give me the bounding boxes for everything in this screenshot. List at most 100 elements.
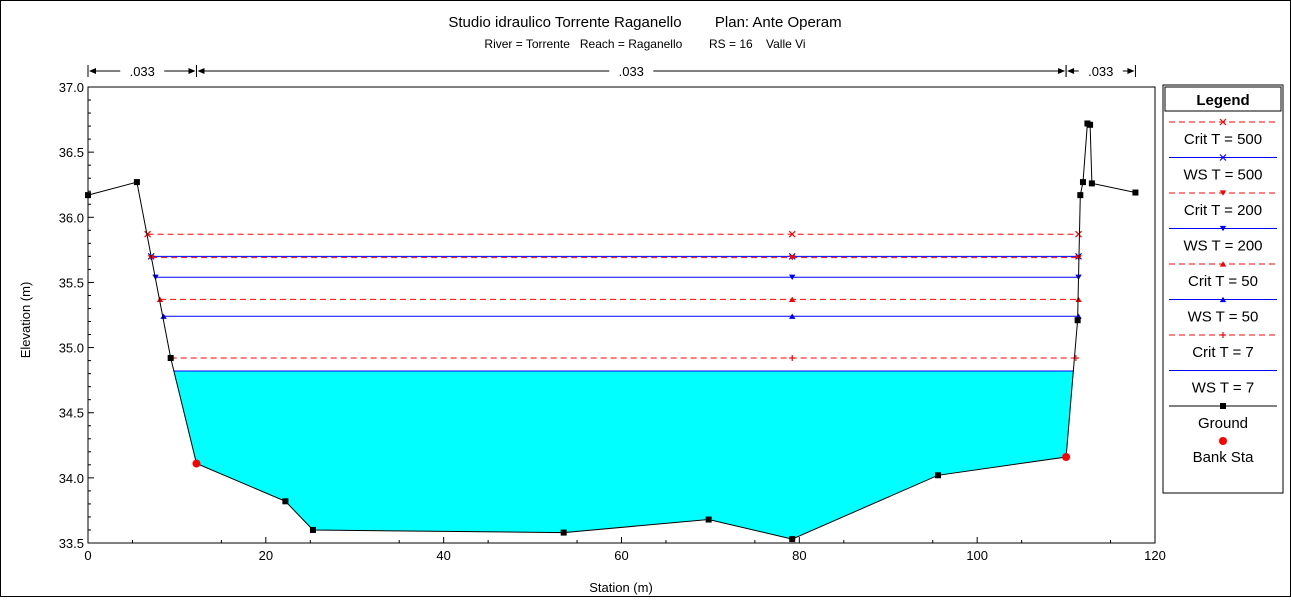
- legend-marker-5: [1219, 296, 1227, 303]
- legend-marker-1-shape: [1219, 154, 1227, 161]
- ground-point-7: [705, 516, 712, 523]
- series-5-marker-1-shape: [789, 313, 796, 319]
- x-tick-label-0: 0: [84, 548, 91, 563]
- series-0-marker-0-shape: [144, 230, 151, 238]
- x-tick-label-4: 80: [792, 548, 806, 563]
- manning-label-1: .033: [619, 64, 644, 79]
- manning-arrow-left-1: [197, 68, 205, 74]
- series-6-marker-2: [1072, 354, 1079, 361]
- series-0-marker-2-shape: [1075, 230, 1082, 238]
- series-6-marker-1: [789, 354, 796, 361]
- series-4-marker-0: [156, 296, 164, 302]
- legend-marker-2-shape: [1219, 190, 1227, 196]
- manning-arrow-right-2: [1127, 68, 1135, 74]
- legend-item-1: WS T = 500: [1169, 154, 1277, 184]
- y-tick-label-4: 35.5: [59, 275, 84, 290]
- manning-arrow-right-0: [188, 68, 196, 74]
- legend-item-6: Crit T = 7: [1169, 332, 1277, 361]
- legend-marker-6: [1220, 332, 1226, 338]
- manning-region-0: .033: [87, 64, 197, 79]
- y-tick-label-2: 34.5: [59, 406, 84, 421]
- ground-point-16: [1088, 180, 1095, 187]
- legend-marker-4-shape: [1219, 261, 1227, 267]
- legend-marker-bank: [1219, 437, 1227, 445]
- legend-marker-ground-shape: [1220, 403, 1226, 409]
- x-tick-label-5: 100: [966, 548, 988, 563]
- legend-marker-ground: [1220, 403, 1226, 409]
- axes: 0 20 40 60 80 100 120 33.5 34.0 34.5 35.0 35.5 36.0 3…: [59, 80, 1166, 563]
- legend-label-ground: Ground: [1198, 415, 1248, 432]
- legend-marker-3-shape: [1219, 225, 1227, 232]
- legend-marker-1: [1219, 154, 1227, 161]
- y-tick-label-3: 35.0: [59, 341, 84, 356]
- legend-label-6: Crit T = 7: [1192, 344, 1254, 361]
- manning-arrow-left-2: [1067, 68, 1075, 74]
- series-0-marker-1-shape: [788, 230, 796, 238]
- y-tick-label-6: 36.5: [59, 145, 84, 160]
- legend-label-0: Crit T = 500: [1184, 131, 1262, 148]
- chart-subtitle: River = Torrente Reach = Raganello RS = …: [484, 37, 805, 51]
- legend-marker-0: [1219, 118, 1227, 126]
- legend-label-4: Crit T = 50: [1188, 273, 1258, 290]
- manning-region-2: .033: [1065, 64, 1136, 79]
- y-tick-label-5: 36.0: [59, 210, 84, 225]
- legend-item-7: WS T = 7: [1169, 370, 1277, 397]
- manning-region-1: .033: [195, 64, 1067, 79]
- x-axis-label: Station (m): [589, 580, 653, 595]
- manning-arrow-left-0: [89, 68, 96, 74]
- ground-point-11: [1074, 317, 1081, 324]
- legend-label-2: Crit T = 200: [1184, 202, 1262, 219]
- ground-point-15: [1087, 121, 1094, 128]
- legend-marker-4: [1219, 261, 1227, 267]
- series-3-marker-1: [789, 274, 796, 281]
- legend-marker-5-shape: [1219, 296, 1227, 303]
- legend-item-3: WS T = 200: [1169, 225, 1277, 255]
- series-4-marker-0-shape: [156, 296, 164, 302]
- x-tick-label-3: 60: [614, 548, 628, 563]
- plot-area: [85, 120, 1139, 543]
- legend-label-7: WS T = 7: [1192, 380, 1254, 397]
- ground-point-6: [560, 529, 567, 536]
- series-3-marker-1-shape: [789, 274, 796, 281]
- ground-point-5: [309, 526, 316, 533]
- y-tick-label-7: 37.0: [59, 80, 84, 95]
- legend-label-bank: Bank Sta: [1193, 449, 1255, 466]
- legend-box: [1162, 84, 1284, 494]
- y-tick-label-0: 33.5: [59, 536, 84, 551]
- series-4-marker-1-shape: [789, 296, 796, 302]
- series-0-marker-2: [1075, 230, 1082, 238]
- bank-station-0: [192, 459, 201, 468]
- x-tick-label-1: 20: [259, 548, 273, 563]
- ground-point-17: [1132, 189, 1139, 196]
- x-tick-label-2: 40: [436, 548, 450, 563]
- ground-point-4: [282, 498, 289, 505]
- legend: Legend Crit T = 500 WS T = 500 Crit T = 20…: [1162, 84, 1284, 494]
- y-axis-label: Elevation (m): [18, 282, 33, 359]
- manning-label-0: .033: [130, 64, 155, 79]
- legend-item-2: Crit T = 200: [1169, 190, 1277, 219]
- y-tick-label-1: 34.0: [59, 471, 84, 486]
- legend-marker-2: [1219, 190, 1227, 196]
- legend-item-ground: Ground: [1169, 403, 1277, 432]
- x-tick-label-6: 120: [1144, 548, 1166, 563]
- legend-item-bank: Bank Sta: [1193, 437, 1255, 466]
- legend-title-box: [1164, 86, 1282, 112]
- series-6-marker-1-shape: [789, 354, 796, 361]
- ground-point-13: [1079, 179, 1086, 186]
- legend-item-5: WS T = 50: [1169, 296, 1277, 326]
- legend-label-1: WS T = 500: [1183, 167, 1262, 184]
- legend-marker-bank-shape: [1219, 437, 1227, 445]
- chart-title: Studio idraulico Torrente Raganello Plan…: [448, 14, 841, 31]
- ground-point-9: [935, 472, 942, 479]
- manning-values: .033 .033 .033: [87, 64, 1136, 79]
- legend-item-0: Crit T = 500: [1169, 118, 1277, 148]
- legend-marker-6-shape: [1220, 332, 1226, 338]
- series-5-marker-1: [789, 313, 796, 319]
- ground-point-12: [1077, 192, 1084, 199]
- series-6-marker-2-shape: [1072, 354, 1079, 361]
- legend-marker-3: [1219, 225, 1227, 232]
- series-5-marker-0-shape: [160, 313, 167, 319]
- series-0-marker-0: [144, 230, 151, 238]
